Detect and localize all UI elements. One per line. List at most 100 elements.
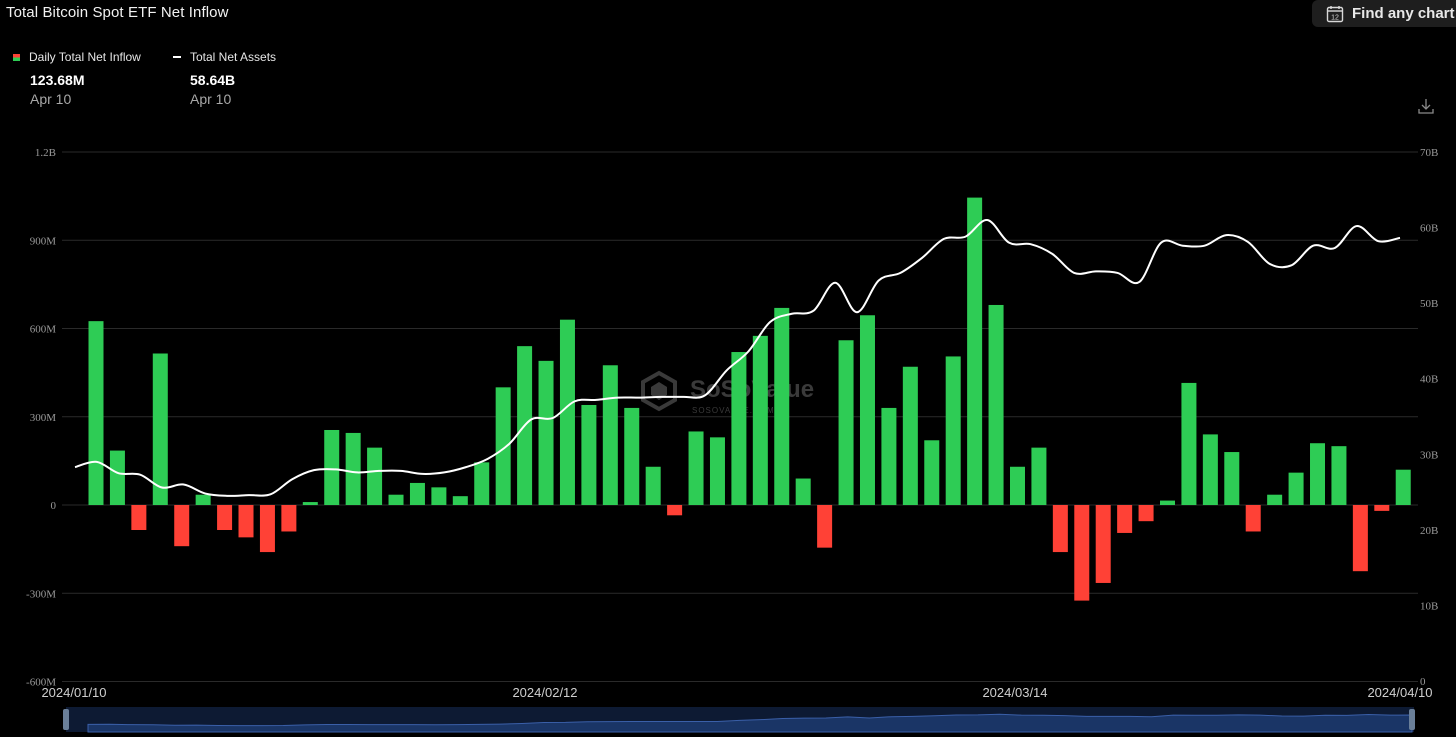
inflow-bar	[324, 429, 340, 505]
legend-date: Apr 10	[190, 91, 232, 107]
left-tick-label: 900M	[30, 235, 57, 247]
inflow-bar	[838, 340, 854, 505]
inflow-bar	[495, 387, 511, 505]
inflow-bar	[174, 505, 190, 547]
find-any-chart-button[interactable]: 12 Find any chart	[1312, 0, 1456, 27]
inflow-bar	[152, 353, 168, 505]
right-tick-label: 50B	[1420, 298, 1438, 310]
download-button[interactable]	[1417, 97, 1435, 120]
inflow-bar	[88, 321, 104, 505]
inflow-bar	[367, 447, 383, 505]
watermark-logo-icon	[641, 370, 677, 412]
inflow-bar	[667, 505, 683, 516]
inflow-bar	[774, 307, 790, 505]
inflow-bar	[302, 502, 318, 505]
inflow-bar	[538, 360, 554, 505]
inflow-bar	[1160, 500, 1175, 505]
right-tick-label: 10B	[1420, 600, 1438, 612]
inflow-bar	[1031, 447, 1047, 505]
inflow-bar	[731, 352, 747, 505]
watermark-text: SoSoValue	[690, 376, 814, 403]
inflow-bar	[1117, 505, 1133, 533]
inflow-bar	[409, 482, 425, 505]
navigator-area	[87, 713, 1413, 733]
inflow-bar	[217, 505, 233, 531]
inflow-bar	[431, 487, 447, 505]
inflow-bar	[581, 404, 597, 505]
inflow-bar	[709, 437, 725, 505]
right-tick-label: 70B	[1420, 147, 1438, 159]
right-tick-label: 60B	[1420, 223, 1438, 235]
inflow-bar	[1374, 505, 1390, 511]
range-navigator[interactable]	[63, 707, 1415, 733]
inflow-bar	[131, 505, 147, 531]
inflow-bar	[1395, 469, 1411, 505]
inflow-bar	[1138, 505, 1154, 522]
inflow-bar	[924, 440, 940, 505]
inflow-bar	[1267, 494, 1283, 505]
find-any-chart-label: Find any chart	[1352, 5, 1455, 22]
inflow-bar	[817, 505, 833, 548]
x-tick-label: 2024/03/14	[982, 685, 1047, 700]
inflow-bar	[624, 407, 640, 505]
legend-item-net-inflow[interactable]: Daily Total Net Inflow 123.68M Apr 10	[13, 50, 173, 107]
inflow-bar	[1288, 472, 1304, 505]
inflow-bar	[1095, 505, 1111, 583]
inflow-bar	[602, 365, 618, 505]
inflow-bar	[645, 466, 661, 505]
inflow-bar	[345, 432, 361, 505]
inflow-bar	[452, 496, 468, 505]
inflow-bar	[1245, 505, 1261, 532]
inflow-bar	[1352, 505, 1368, 572]
inflow-bar	[474, 462, 490, 505]
legend-date: Apr 10	[30, 91, 72, 107]
inflow-bar	[388, 494, 404, 505]
legend-value: 58.64B	[190, 72, 236, 88]
inflow-bar	[881, 407, 897, 505]
inflow-bar	[195, 494, 211, 505]
inflow-bar	[688, 431, 704, 505]
inflow-bar	[1181, 382, 1197, 505]
inflow-bar	[902, 366, 918, 505]
legend-label: Daily Total Net Inflow	[29, 50, 141, 64]
download-icon	[1418, 99, 1434, 114]
right-tick-label: 0	[1420, 676, 1426, 688]
inflow-bar	[1202, 434, 1218, 505]
net-assets-line	[74, 219, 1401, 497]
inflow-bar	[259, 505, 275, 553]
right-tick-label: 30B	[1420, 449, 1438, 461]
x-tick-label: 2024/01/10	[41, 685, 106, 700]
inflow-bar	[752, 335, 768, 505]
x-tick-label: 2024/02/12	[512, 685, 577, 700]
left-tick-label: 1.2B	[35, 147, 56, 159]
inflow-bar	[945, 356, 961, 505]
x-tick-label: 2024/04/10	[1367, 685, 1432, 700]
inflow-bar	[109, 450, 125, 505]
left-tick-label: 0	[51, 500, 57, 512]
calendar-icon: 12	[1326, 5, 1344, 22]
legend-item-net-assets[interactable]: Total Net Assets 58.64B Apr 10	[173, 50, 333, 107]
inflow-bar	[281, 505, 297, 532]
inflow-bar	[1224, 452, 1240, 505]
inflow-bar	[988, 304, 1004, 505]
inflow-bar	[1052, 505, 1068, 553]
left-tick-label: -300M	[26, 588, 56, 600]
navigator-right-handle	[1409, 709, 1415, 730]
navigator-left-handle	[63, 709, 69, 730]
right-tick-label: 20B	[1420, 525, 1438, 537]
inflow-bar	[795, 478, 811, 505]
inflow-bar	[559, 319, 575, 505]
bar-swatch-icon	[13, 53, 20, 61]
legend-value: 123.68M	[30, 72, 85, 88]
inflow-bar	[1074, 505, 1090, 601]
inflow-bar	[967, 197, 983, 506]
inflow-bar	[859, 315, 875, 505]
chart-legend: Daily Total Net Inflow 123.68M Apr 10 To…	[13, 50, 333, 107]
left-tick-label: -600M	[26, 677, 56, 689]
inflow-bar	[238, 505, 254, 538]
left-tick-label: 600M	[30, 324, 57, 336]
inflow-bar	[1331, 446, 1347, 505]
right-tick-label: 40B	[1420, 374, 1438, 386]
svg-text:12: 12	[1331, 14, 1339, 21]
